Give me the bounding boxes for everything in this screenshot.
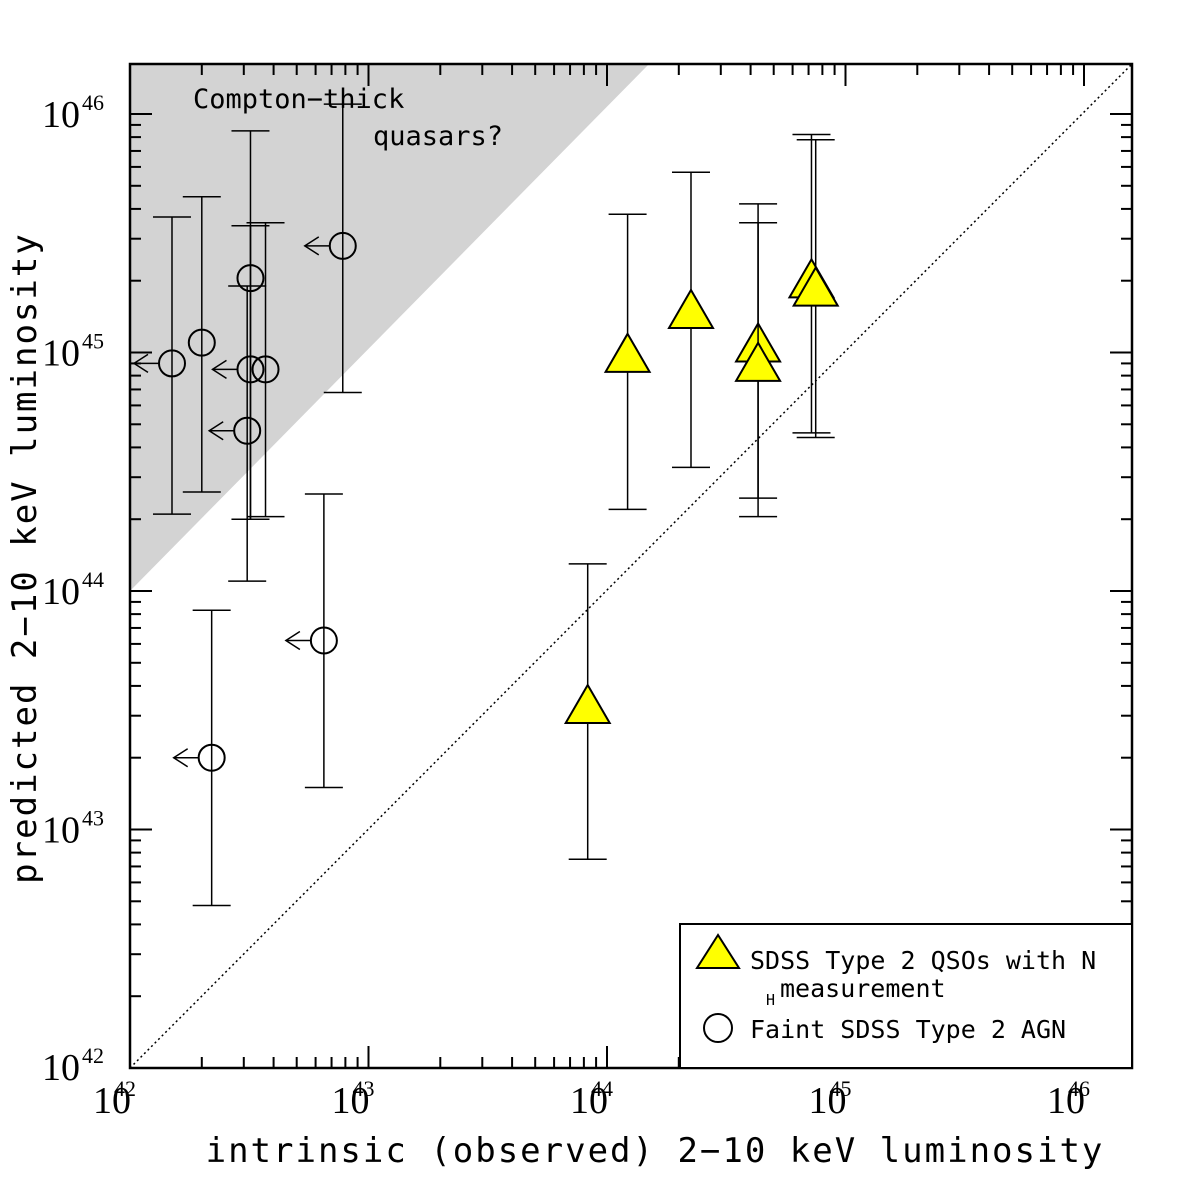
circle-marker xyxy=(251,355,280,384)
tick-label-base: 10 xyxy=(332,1080,370,1122)
tick-label-exponent: 43 xyxy=(353,1076,375,1101)
qso-point-4 xyxy=(734,221,782,518)
y-tick-label: 10 43 xyxy=(42,806,104,852)
y-tick-label: 10 42 xyxy=(42,1043,104,1089)
y-tick-label: 10 45 xyxy=(42,329,104,375)
tick-label-exponent: 44 xyxy=(591,1076,613,1101)
upper-limit-arrow-head xyxy=(211,359,227,379)
plot-border xyxy=(128,62,1134,1070)
agn-point-7 xyxy=(284,493,343,789)
legend-circle-marker xyxy=(703,1013,733,1043)
upper-limit-arrow-head xyxy=(284,630,301,651)
one-to-one-line xyxy=(129,63,1133,1069)
compton-thick-label: Compton−thick quasars? xyxy=(193,84,503,152)
tick-label-base: 10 xyxy=(42,94,80,136)
tick-label-exponent: 45 xyxy=(82,329,104,354)
agn-point-8 xyxy=(172,609,231,907)
qso-point-2 xyxy=(667,171,715,469)
tick-label-base: 10 xyxy=(93,1080,131,1122)
tick-label-exponent: 46 xyxy=(1068,1076,1090,1101)
tick-label-exponent: 42 xyxy=(82,1043,104,1068)
upper-limit-arrow-head xyxy=(207,421,224,441)
y-tick-label: 10 44 xyxy=(42,567,104,613)
y-tick-label: 10 46 xyxy=(42,90,104,136)
compton-thick-shading xyxy=(130,64,649,591)
upper-limit-arrow-head xyxy=(172,748,189,768)
agn-point-3 xyxy=(211,224,270,520)
legend-label-triangle-subscript: H xyxy=(766,991,775,1009)
tick-label-base: 10 xyxy=(570,1080,608,1122)
tick-label-base: 10 xyxy=(42,810,80,852)
x-axis-title: intrinsic (observed) 2−10 keV luminosity xyxy=(206,1131,1105,1171)
axis-ticks xyxy=(129,64,1132,1069)
agn-point-4 xyxy=(246,221,285,518)
data-points xyxy=(132,103,840,907)
y-axis-title: predicted 2−10 keV luminosity xyxy=(5,232,45,884)
tick-label-exponent: 44 xyxy=(82,567,104,592)
plot-frame xyxy=(128,62,1134,1070)
compton-thick-region xyxy=(130,64,649,591)
qso-point-1 xyxy=(603,213,652,511)
legend-triangle-marker xyxy=(695,933,741,969)
legend-box xyxy=(679,923,1133,1069)
region-label-line2: quasars? xyxy=(373,121,503,152)
legend-label-circle: Faint SDSS Type 2 AGN xyxy=(750,1015,1066,1044)
circle-marker xyxy=(187,328,216,357)
tick-label-base: 10 xyxy=(809,1080,847,1122)
triangle-marker xyxy=(603,331,652,373)
legend-label-triangle: SDSS Type 2 QSOs with N xyxy=(750,946,1096,975)
agn-point-1 xyxy=(182,195,221,493)
tick-label-base: 10 xyxy=(42,1047,80,1089)
triangle-marker xyxy=(667,288,715,330)
qso-point-0 xyxy=(563,563,612,861)
one-to-one-dotted-line xyxy=(129,63,1133,1069)
legend-label-triangle-line2: measurement xyxy=(780,974,946,1003)
tick-label-base: 10 xyxy=(42,333,80,375)
legend: SDSS Type 2 QSOs with N H measurement Fa… xyxy=(679,923,1133,1069)
tick-label-exponent: 42 xyxy=(114,1076,136,1101)
qso-point-6 xyxy=(791,138,840,439)
agn-point-6 xyxy=(303,103,362,394)
triangle-marker xyxy=(563,683,612,725)
region-label-line1: Compton−thick xyxy=(193,84,404,115)
agn-point-5 xyxy=(207,285,267,582)
tick-label-exponent: 45 xyxy=(830,1076,852,1101)
triangle-marker xyxy=(791,265,840,307)
tick-label-base: 10 xyxy=(1047,1080,1085,1122)
tick-label-exponent: 46 xyxy=(82,90,104,115)
tick-label-exponent: 43 xyxy=(82,806,104,831)
tick-label-base: 10 xyxy=(42,571,80,613)
triangle-marker xyxy=(734,340,782,382)
upper-limit-arrow-head xyxy=(303,236,320,256)
